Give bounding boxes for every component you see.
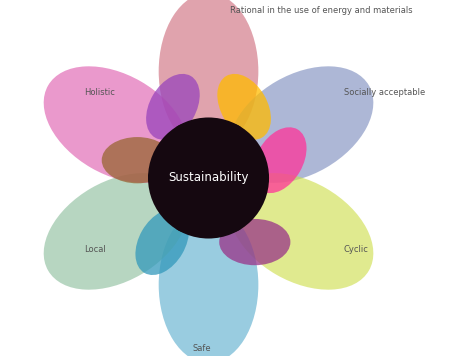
Text: Socially acceptable: Socially acceptable xyxy=(344,88,425,97)
Ellipse shape xyxy=(170,124,222,189)
Ellipse shape xyxy=(229,173,374,290)
Text: Local: Local xyxy=(84,245,106,254)
Ellipse shape xyxy=(159,206,258,356)
Circle shape xyxy=(148,117,269,239)
Ellipse shape xyxy=(195,124,246,189)
Ellipse shape xyxy=(44,66,188,183)
Ellipse shape xyxy=(195,167,246,232)
Ellipse shape xyxy=(146,74,200,140)
Ellipse shape xyxy=(198,157,269,199)
Text: Rational in the use of energy and materials: Rational in the use of energy and materi… xyxy=(230,6,412,15)
Ellipse shape xyxy=(44,173,188,290)
Text: Sustainability: Sustainability xyxy=(168,172,249,184)
Text: Safe: Safe xyxy=(192,344,211,354)
Ellipse shape xyxy=(102,137,173,183)
Ellipse shape xyxy=(217,74,271,140)
Ellipse shape xyxy=(136,209,189,275)
Ellipse shape xyxy=(219,219,291,265)
Ellipse shape xyxy=(229,66,374,183)
Ellipse shape xyxy=(170,167,222,232)
Ellipse shape xyxy=(159,0,258,150)
Text: Holistic: Holistic xyxy=(84,88,115,97)
Ellipse shape xyxy=(253,127,307,193)
Text: Cyclic: Cyclic xyxy=(344,245,369,254)
Ellipse shape xyxy=(148,157,219,199)
